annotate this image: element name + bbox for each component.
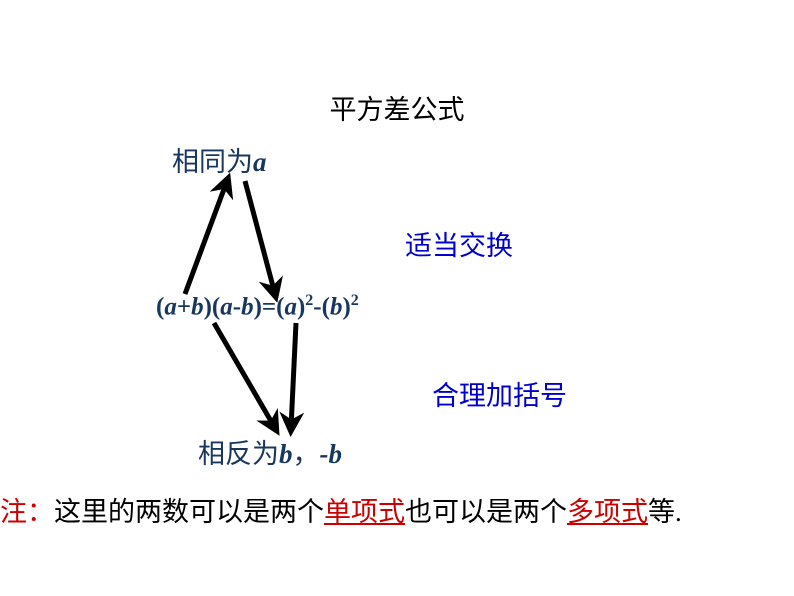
f-b3: b: [330, 293, 343, 320]
slide-title: 平方差公式: [0, 88, 794, 127]
label-opposite-b: 相反为b，-b: [198, 432, 342, 471]
f-sup2: 2: [351, 292, 359, 309]
note-underline2: 多项式: [567, 497, 648, 527]
f-b1: b: [191, 293, 204, 320]
label-same-as-a: 相同为a: [172, 140, 267, 179]
note-prefix: 注：: [0, 497, 54, 527]
f-minus: -: [233, 293, 241, 320]
arrow: [291, 323, 296, 428]
note-underline1: 单项式: [324, 497, 405, 527]
label-top-text: 相同为: [172, 147, 253, 177]
note-part3: 等.: [648, 497, 682, 527]
note-part1: 这里的两数可以是两个: [54, 497, 324, 527]
f-minus2: -(: [313, 293, 330, 320]
label-bottom-sep: ，: [293, 439, 320, 469]
label-top-var: a: [253, 147, 267, 177]
formula: (a+b)(a-b)=(a)2-(b)2: [156, 292, 359, 321]
arrow: [214, 323, 275, 428]
f-rp1: )(: [204, 293, 221, 320]
f-a1: a: [164, 293, 177, 320]
f-rp4: ): [342, 293, 350, 320]
arrow: [245, 181, 275, 294]
slide-container: 平方差公式 相同为a 适当交换 合理加括号 (a+b)(a-b)=(a)2-(b…: [0, 0, 794, 596]
arrow: [185, 181, 227, 294]
label-bottom-text: 相反为: [198, 439, 279, 469]
label-swap: 适当交换: [405, 224, 513, 263]
label-bottom-var2: b: [329, 439, 343, 469]
f-b2: b: [241, 293, 254, 320]
f-a2: a: [220, 293, 233, 320]
f-plus: +: [177, 293, 191, 320]
f-rp2: )=(: [254, 293, 285, 320]
footnote: 注：这里的两数可以是两个单项式也可以是两个多项式等.: [0, 490, 682, 529]
f-a3: a: [284, 293, 297, 320]
note-part2: 也可以是两个: [405, 497, 567, 527]
label-paren: 合理加括号: [432, 374, 567, 413]
label-bottom-minus: -: [320, 439, 329, 469]
label-bottom-var1: b: [279, 439, 293, 469]
